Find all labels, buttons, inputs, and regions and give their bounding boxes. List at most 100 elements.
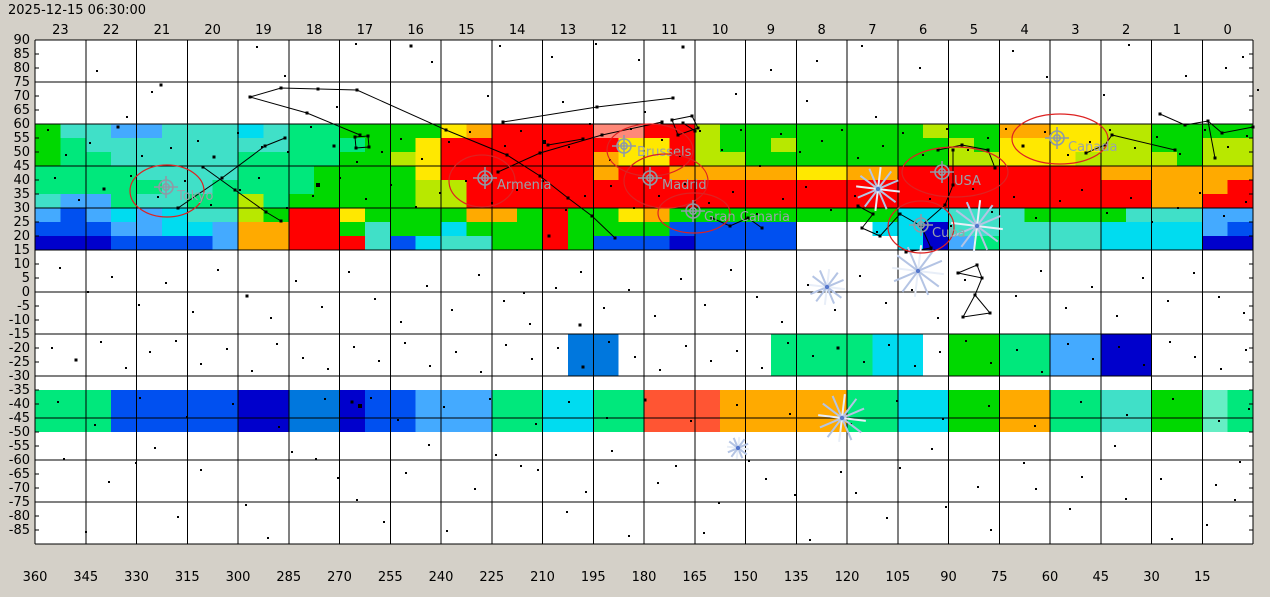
heat-cell (669, 418, 695, 432)
star-dot (270, 317, 272, 319)
heat-cell (872, 334, 898, 348)
star-dot (1118, 346, 1120, 348)
constellation-star (1110, 133, 1114, 137)
heat-cell (1024, 404, 1051, 418)
heat-cell (567, 124, 594, 138)
heat-cell (238, 390, 264, 404)
left-axis-label: 5 (22, 271, 30, 286)
heat-cell (1227, 404, 1254, 418)
star-dot (316, 87, 320, 91)
heat-cell (872, 138, 898, 152)
left-axis-label: -30 (9, 369, 30, 384)
heat-cell (567, 222, 594, 236)
star-dot (740, 129, 742, 131)
star-dot (487, 95, 489, 97)
heat-cell (390, 222, 416, 236)
burst-ray (877, 190, 888, 210)
star-dot (566, 511, 568, 513)
star-dot (256, 46, 258, 48)
heat-cell (491, 180, 518, 194)
heat-cell (85, 404, 112, 418)
heat-cell (567, 208, 594, 222)
burst-ray (878, 170, 893, 189)
burst-ray (739, 447, 750, 451)
heat-cell (288, 236, 315, 250)
heat-cell (466, 152, 492, 166)
heat-cell (1176, 404, 1203, 418)
bottom-axis-label: 300 (226, 570, 251, 585)
burst-core (974, 223, 980, 229)
heat-cell (948, 124, 974, 138)
top-axis-label: 23 (52, 23, 69, 38)
burst-ray (879, 179, 899, 190)
star-dot (405, 472, 407, 474)
heat-cell (821, 362, 848, 376)
star-dot (141, 155, 143, 157)
star-dot (568, 401, 570, 403)
heat-cell (1151, 390, 1177, 404)
heat-cell (1050, 222, 1076, 236)
left-axis-label: 40 (13, 173, 30, 188)
heat-cell (339, 236, 365, 250)
star-dot (184, 180, 186, 182)
star-dot (286, 207, 288, 209)
left-axis-label: 35 (13, 187, 30, 202)
heat-cell (1227, 194, 1254, 208)
heat-cell (263, 418, 289, 432)
heat-cell (720, 124, 746, 138)
constellation-star (1213, 156, 1217, 160)
star-dot (1225, 67, 1227, 69)
star-dot (946, 128, 948, 130)
heat-cell (1126, 404, 1152, 418)
constellation-star (263, 144, 267, 148)
heat-cell (669, 390, 695, 404)
heat-cell (1176, 124, 1203, 138)
heat-cell (796, 334, 822, 348)
star-dot (857, 157, 859, 159)
heat-cell (973, 194, 1000, 208)
bottom-axis-label: 75 (991, 570, 1008, 585)
heat-cell (441, 236, 467, 250)
burst-ray (828, 286, 845, 291)
star-dot (315, 458, 317, 460)
heat-cell (1100, 222, 1127, 236)
heat-cell (999, 348, 1025, 362)
heat-cell (1126, 180, 1152, 194)
station-crosshair-icon (612, 135, 636, 157)
constellation-star (961, 315, 965, 319)
heat-cell (770, 390, 797, 404)
heat-cell (35, 418, 61, 432)
heat-cell (1050, 418, 1076, 432)
heat-cell (618, 404, 645, 418)
top-axis-label: 11 (661, 23, 678, 38)
heat-cell (161, 124, 188, 138)
star-dot (1059, 200, 1061, 202)
star-dot (85, 531, 87, 533)
heat-cell (948, 404, 974, 418)
star-dot (657, 482, 659, 484)
heat-cell (720, 208, 746, 222)
heat-cell (161, 390, 188, 404)
burst-ray (863, 189, 878, 208)
constellation-star (988, 311, 992, 315)
heat-cell (872, 194, 898, 208)
star-dot (478, 274, 480, 276)
star-dot (295, 280, 297, 282)
star-dot (789, 413, 791, 415)
heat-cell (136, 124, 162, 138)
heat-cell (136, 194, 162, 208)
heat-cell (644, 390, 670, 404)
heat-cell (466, 222, 492, 236)
burst-ray (822, 402, 842, 418)
star-dot (1046, 76, 1048, 78)
heat-cell (288, 390, 315, 404)
heat-cell (770, 194, 797, 208)
heat-cell (161, 208, 188, 222)
star-dot (1035, 217, 1037, 219)
heat-cell (1227, 138, 1254, 152)
heat-cell (314, 138, 340, 152)
heat-cell (466, 390, 492, 404)
heat-cell (745, 194, 771, 208)
heat-cell (1075, 390, 1101, 404)
